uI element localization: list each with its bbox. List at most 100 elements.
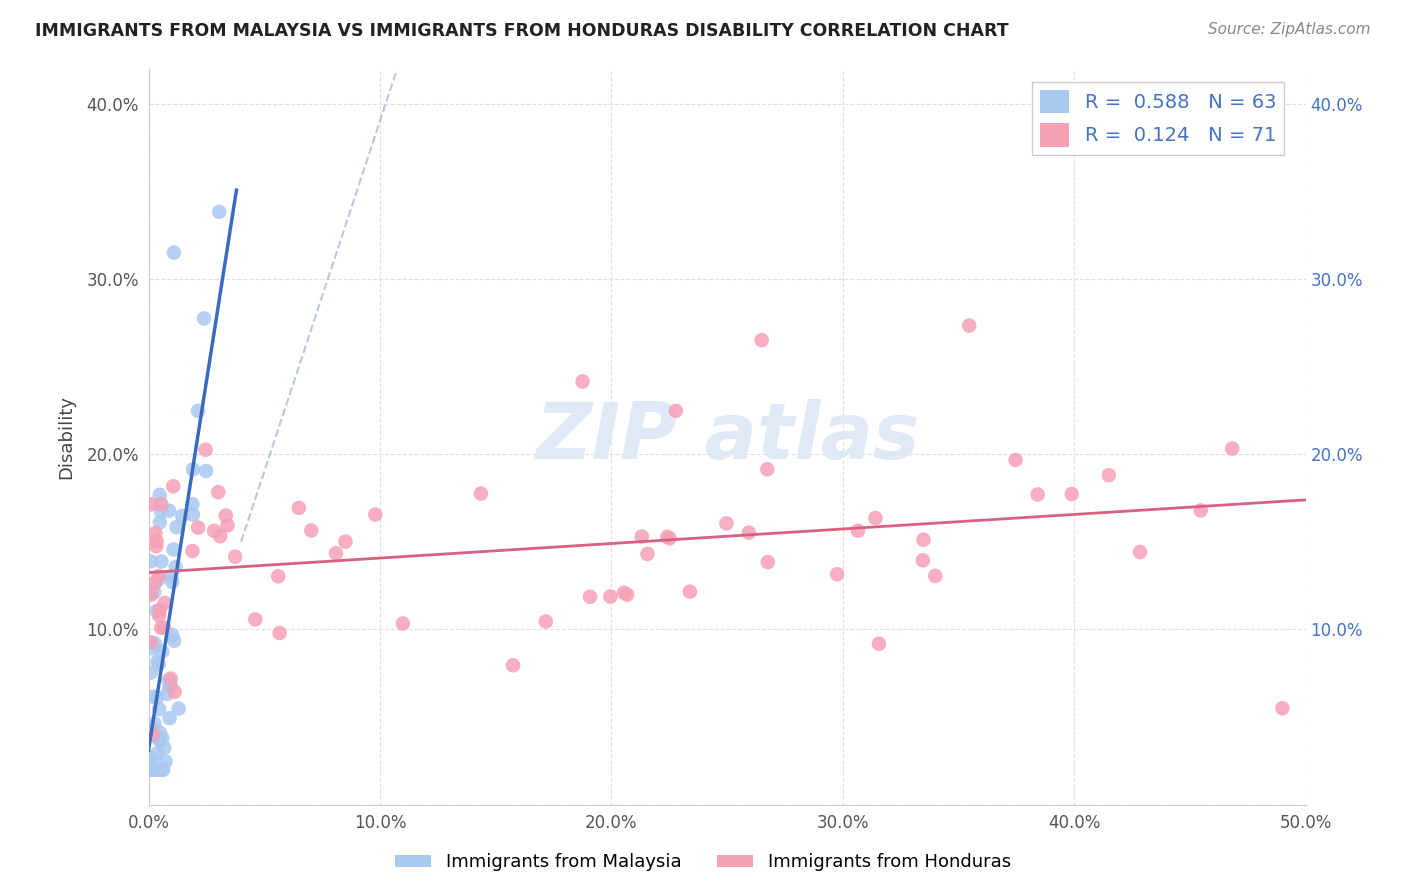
Point [502, 658, 524, 673]
Point [159, 711, 181, 725]
Point [149, 603, 172, 617]
Point [139, 635, 162, 649]
Point [153, 596, 176, 610]
Point [150, 731, 173, 745]
Point [162, 542, 184, 557]
Point [631, 529, 654, 543]
Text: IMMIGRANTS FROM MALAYSIA VS IMMIGRANTS FROM HONDURAS DISABILITY CORRELATION CHAR: IMMIGRANTS FROM MALAYSIA VS IMMIGRANTS F… [35, 22, 1008, 40]
Point [141, 723, 163, 738]
Point [868, 637, 890, 651]
Point [658, 531, 681, 545]
Point [325, 546, 347, 560]
Point [751, 333, 773, 347]
Point [153, 621, 176, 635]
Point [335, 534, 357, 549]
Point [924, 569, 946, 583]
Point [141, 763, 163, 777]
Point [1004, 453, 1026, 467]
Point [148, 702, 170, 716]
Point [267, 569, 290, 583]
Point [139, 497, 162, 511]
Point [534, 615, 557, 629]
Point [148, 569, 170, 583]
Point [165, 560, 187, 574]
Point [215, 508, 238, 523]
Point [150, 621, 173, 635]
Point [139, 588, 162, 602]
Point [1060, 487, 1083, 501]
Point [1129, 545, 1152, 559]
Point [616, 588, 638, 602]
Point [148, 763, 170, 777]
Text: ZIP atlas: ZIP atlas [534, 399, 920, 475]
Point [139, 763, 162, 777]
Point [142, 728, 165, 742]
Point [571, 375, 593, 389]
Point [149, 763, 172, 777]
Point [911, 553, 934, 567]
Point [146, 763, 169, 777]
Point [716, 516, 738, 531]
Point [193, 311, 215, 326]
Point [139, 554, 162, 568]
Point [1098, 468, 1121, 483]
Point [148, 608, 170, 623]
Point [1271, 701, 1294, 715]
Point [150, 554, 173, 568]
Point [181, 462, 204, 476]
Point [145, 534, 167, 549]
Point [825, 567, 848, 582]
Point [1189, 503, 1212, 517]
Point [160, 569, 183, 583]
Point [163, 633, 186, 648]
Legend: Immigrants from Malaysia, Immigrants from Honduras: Immigrants from Malaysia, Immigrants fro… [388, 847, 1018, 879]
Point [637, 547, 659, 561]
Point [162, 574, 184, 589]
Text: Source: ZipAtlas.com: Source: ZipAtlas.com [1208, 22, 1371, 37]
Point [146, 747, 169, 761]
Point [145, 539, 167, 553]
Point [157, 673, 180, 688]
Point [167, 701, 190, 715]
Point [299, 524, 322, 538]
Point [139, 763, 162, 777]
Point [172, 508, 194, 523]
Point [149, 725, 172, 739]
Point [181, 497, 204, 511]
Point [657, 530, 679, 544]
Point [579, 590, 602, 604]
Point [846, 524, 869, 538]
Point [143, 716, 166, 731]
Point [470, 486, 492, 500]
Point [245, 612, 267, 626]
Point [181, 544, 204, 558]
Point [150, 763, 173, 777]
Point [181, 508, 204, 522]
Point [195, 464, 218, 478]
Point [142, 723, 165, 738]
Point [150, 763, 173, 777]
Point [187, 404, 209, 418]
Point [599, 590, 621, 604]
Point [163, 245, 186, 260]
Point [1026, 487, 1049, 501]
Point [146, 655, 169, 669]
Point [142, 690, 165, 704]
Point [142, 641, 165, 656]
Y-axis label: Disability: Disability [58, 394, 75, 479]
Point [912, 533, 935, 547]
Point [139, 754, 162, 768]
Point [665, 404, 688, 418]
Point [208, 205, 231, 219]
Point [207, 485, 229, 500]
Point [152, 763, 174, 777]
Point [224, 549, 246, 564]
Point [957, 318, 980, 333]
Point [150, 645, 173, 659]
Point [217, 518, 239, 533]
Point [1220, 442, 1243, 456]
Point [364, 508, 387, 522]
Point [865, 511, 887, 525]
Point [143, 636, 166, 650]
Point [148, 732, 170, 747]
